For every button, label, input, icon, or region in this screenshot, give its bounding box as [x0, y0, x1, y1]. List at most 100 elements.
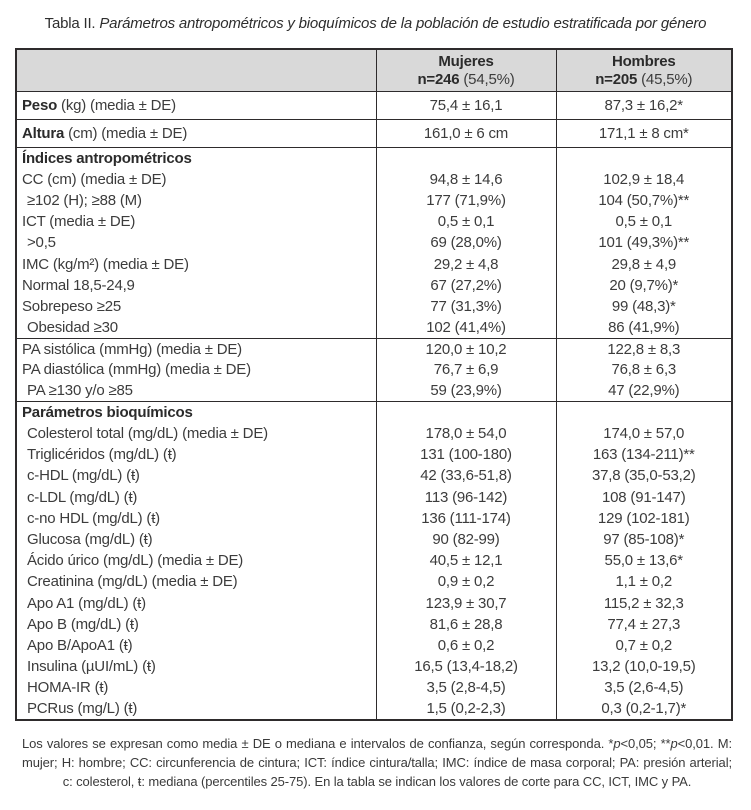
mujeres-value: 123,9 ± 30,7: [375, 592, 556, 614]
hombres-value: 55,0 ± 13,6*: [555, 550, 732, 572]
table-row: >0,5 69 (28,0%) 101 (49,3%)**: [16, 232, 732, 254]
mujeres-value: 0,5 ± 0,1: [375, 211, 556, 233]
row-label-text: Colesterol total (mg/dL) (media ± DE): [27, 425, 268, 443]
table-header: Mujeres n=246 (54,5%) Hombres n=205 (45,…: [16, 49, 732, 92]
hombres-value: 0,5 ± 0,1: [555, 211, 732, 233]
hombres-value: 29,8 ± 4,9: [555, 253, 732, 275]
hombres-value: 87,3 ± 16,2*: [555, 91, 732, 120]
row-label: Colesterol total (mg/dL) (media ± DE): [16, 423, 376, 444]
header-empty-cell: [16, 49, 376, 92]
mujeres-value: 0,9 ± 0,2: [375, 571, 556, 593]
mujeres-value: 77 (31,3%): [375, 295, 556, 317]
mujeres-value: 42 (33,6-51,8): [375, 465, 556, 487]
footnote-text: <0,01. M: mujer; H: hombre; CC: circunfe…: [22, 735, 732, 789]
table-row: Insulina (µUI/mL) (ŧ) 16,5 (13,4-18,2) 1…: [16, 656, 732, 678]
header-mujeres: Mujeres n=246 (54,5%): [375, 49, 556, 92]
hombres-value: 174,0 ± 57,0: [555, 422, 732, 445]
hombres-value: 37,8 (35,0-53,2): [555, 465, 732, 487]
row-label-text: Apo B (mg/dL) (ŧ): [27, 615, 139, 633]
hombres-value: 76,8 ± 6,3: [555, 359, 732, 381]
mujeres-value: 59 (23,9%): [375, 380, 556, 402]
mujeres-value: [375, 147, 556, 169]
table-row: Colesterol total (mg/dL) (media ± DE) 17…: [16, 422, 732, 445]
row-label: HOMA-IR (ŧ): [16, 677, 376, 698]
mujeres-value: 3,5 (2,8-4,5): [375, 677, 556, 699]
mujeres-value: 0,6 ± 0,2: [375, 634, 556, 656]
table-block: Parámetros bioquímicos Colesterol total …: [16, 401, 732, 720]
header-hombres-count: n=205 (45,5%): [557, 71, 732, 88]
table-row: PA diastólica (mmHg) (media ± DE) 76,7 ±…: [16, 359, 732, 381]
mujeres-value: 177 (71,9%): [375, 189, 556, 212]
hombres-value: [555, 401, 732, 423]
table-row: PCRus (mg/L) (ŧ) 1,5 (0,2-2,3) 0,3 (0,2-…: [16, 698, 732, 720]
row-label: ICT (media ± DE): [16, 211, 376, 232]
row-label-text: >0,5: [27, 234, 56, 252]
hombres-value: 115,2 ± 32,3: [555, 592, 732, 614]
mujeres-value: 1,5 (0,2-2,3): [375, 698, 556, 720]
row-label: PA sistólica (mmHg) (media ± DE): [16, 338, 376, 359]
row-label-text: Ácido úrico (mg/dL) (media ± DE): [27, 552, 244, 570]
row-label: c-HDL (mg/dL) (ŧ): [16, 465, 376, 486]
table-row: Creatinina (mg/dL) (media ± DE) 0,9 ± 0,…: [16, 571, 732, 593]
row-label-bold: Parámetros bioquímicos: [22, 404, 193, 422]
table-row: HOMA-IR (ŧ) 3,5 (2,8-4,5) 3,5 (2,6-4,5): [16, 677, 732, 699]
hombres-value: 0,7 ± 0,2: [555, 634, 732, 656]
table-block: Peso (kg) (media ± DE) 75,4 ± 16,1 87,3 …: [16, 91, 732, 120]
table-row: Apo B/ApoA1 (ŧ) 0,6 ± 0,2 0,7 ± 0,2: [16, 634, 732, 656]
row-label-text: ≥102 (H); ≥88 (M): [27, 191, 142, 209]
hombres-value: 99 (48,3)*: [555, 295, 732, 317]
mujeres-value: 102 (41,4%): [375, 317, 556, 339]
table-row: PA ≥130 y/o ≥85 59 (23,9%) 47 (22,9%): [16, 380, 732, 402]
row-label: PCRus (mg/L) (ŧ): [16, 698, 376, 719]
mujeres-value: 16,5 (13,4-18,2): [375, 656, 556, 678]
table-row: Sobrepeso ≥25 77 (31,3%) 99 (48,3)*: [16, 295, 732, 317]
hombres-value: 101 (49,3%)**: [555, 232, 732, 254]
table-row: ICT (media ± DE) 0,5 ± 0,1 0,5 ± 0,1: [16, 211, 732, 233]
row-label: Altura (cm) (media ± DE): [16, 120, 376, 148]
hombres-value: [555, 147, 732, 169]
row-label: CC (cm) (media ± DE): [16, 169, 376, 190]
row-label-text: PA sistólica (mmHg) (media ± DE): [22, 340, 242, 358]
row-label: Apo B (mg/dL) (ŧ): [16, 614, 376, 635]
table-title-main: Parámetros antropométricos y bioquímicos…: [99, 15, 707, 32]
row-label: Normal 18,5-24,9: [16, 275, 376, 296]
row-label-text: Sobrepeso ≥25: [22, 297, 122, 315]
mujeres-value: 40,5 ± 12,1: [375, 550, 556, 572]
mujeres-value: 161,0 ± 6 cm: [375, 119, 556, 148]
hombres-value: 102,9 ± 18,4: [555, 168, 732, 190]
header-mujeres-count: n=246 (54,5%): [377, 71, 556, 88]
row-label-text: Apo B/ApoA1 (ŧ): [27, 636, 133, 654]
header-hombres-pct: (45,5%): [641, 71, 693, 88]
table-row: PA sistólica (mmHg) (media ± DE) 120,0 ±…: [16, 338, 732, 360]
mujeres-value: 113 (96-142): [375, 486, 556, 508]
row-label-text: c-no HDL (mg/dL) (ŧ): [27, 509, 160, 527]
table-row: Ácido úrico (mg/dL) (media ± DE) 40,5 ± …: [16, 550, 732, 572]
row-label: Índices antropométricos: [16, 148, 376, 169]
row-label: Insulina (µUI/mL) (ŧ): [16, 656, 376, 677]
table-row: IMC (kg/m²) (media ± DE) 29,2 ± 4,8 29,8…: [16, 253, 732, 275]
row-label: Sobrepeso ≥25: [16, 296, 376, 317]
table-row: c-HDL (mg/dL) (ŧ) 42 (33,6-51,8) 37,8 (3…: [16, 465, 732, 487]
row-label-text: HOMA-IR (ŧ): [27, 679, 109, 697]
row-label-text: Glucosa (mg/dL) (ŧ): [27, 530, 153, 548]
hombres-value: 108 (91-147): [555, 486, 732, 508]
row-label: Parámetros bioquímicos: [16, 402, 376, 423]
row-label-text: IMC (kg/m²) (media ± DE): [22, 255, 189, 273]
mujeres-value: 120,0 ± 10,2: [375, 338, 556, 360]
mujeres-value: [375, 401, 556, 423]
table-row: Índices antropométricos: [16, 147, 732, 169]
row-label: PA diastólica (mmHg) (media ± DE): [16, 359, 376, 380]
row-label-text: (kg) (media ± DE): [57, 97, 176, 114]
header-mujeres-pct: (54,5%): [463, 71, 515, 88]
hombres-value: 13,2 (10,0-19,5): [555, 656, 732, 678]
table-row: Altura (cm) (media ± DE) 161,0 ± 6 cm 17…: [16, 119, 732, 148]
row-label-text: Apo A1 (mg/dL) (ŧ): [27, 594, 146, 612]
row-label: IMC (kg/m²) (media ± DE): [16, 253, 376, 274]
table-row: c-no HDL (mg/dL) (ŧ) 136 (111-174) 129 (…: [16, 507, 732, 529]
hombres-value: 86 (41,9%): [555, 317, 732, 339]
row-label: c-LDL (mg/dL) (ŧ): [16, 487, 376, 508]
mujeres-value: 131 (100-180): [375, 444, 556, 466]
row-label-text: Creatinina (mg/dL) (media ± DE): [27, 573, 238, 591]
hombres-value: 1,1 ± 0,2: [555, 571, 732, 593]
mujeres-value: 94,8 ± 14,6: [375, 168, 556, 190]
